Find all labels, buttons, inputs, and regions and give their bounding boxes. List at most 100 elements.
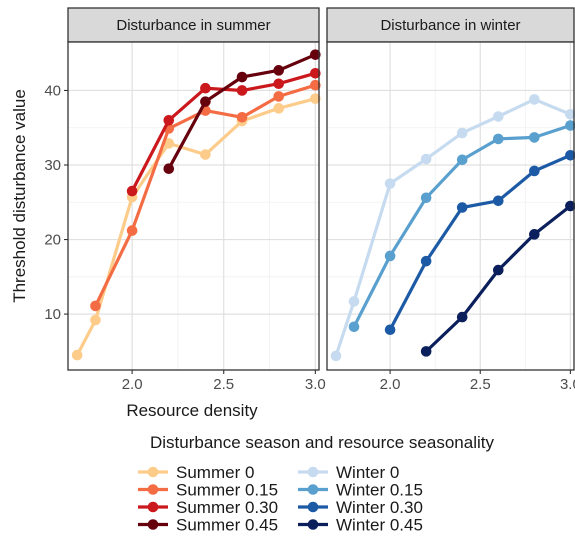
data-point bbox=[420, 346, 432, 357]
series-line bbox=[388, 153, 572, 331]
legend-key-point bbox=[147, 484, 159, 495]
panel-winter: Disturbance in winter 2.0 2.5 3.0 bbox=[326, 7, 575, 393]
legend-key-point bbox=[307, 519, 319, 530]
data-point bbox=[492, 133, 504, 145]
data-point bbox=[126, 185, 138, 197]
data-point bbox=[529, 132, 540, 143]
data-point bbox=[565, 109, 575, 120]
panel-title: Disturbance in summer bbox=[116, 17, 270, 34]
panel-title: Disturbance in winter bbox=[380, 17, 520, 34]
data-point bbox=[71, 349, 83, 361]
legend-item: Summer 0 bbox=[138, 463, 254, 482]
data-point bbox=[310, 49, 321, 60]
data-point bbox=[126, 225, 138, 236]
data-point bbox=[236, 71, 248, 83]
legend-item: Winter 0.15 bbox=[298, 481, 423, 500]
data-point bbox=[90, 314, 101, 326]
data-point bbox=[420, 192, 432, 204]
series-summer-0 bbox=[71, 93, 321, 361]
data-point bbox=[420, 153, 432, 165]
legend-item: Summer 0.30 bbox=[138, 498, 278, 517]
legend-key-point bbox=[147, 466, 159, 478]
data-point bbox=[90, 300, 101, 312]
x-tick-label: 3.0 bbox=[560, 376, 575, 393]
legend-item: Winter 0 bbox=[298, 463, 399, 482]
legend-label: Winter 0.45 bbox=[336, 516, 423, 535]
panel-border bbox=[326, 41, 575, 371]
data-point bbox=[330, 350, 342, 362]
legend-label: Winter 0.30 bbox=[336, 498, 423, 517]
legend: Disturbance season and resource seasonal… bbox=[138, 433, 494, 535]
y-axis-label: Threshold disturbance value bbox=[10, 89, 29, 303]
data-point bbox=[273, 65, 284, 76]
legend-title: Disturbance season and resource seasonal… bbox=[150, 433, 494, 452]
legend-label: Summer 0 bbox=[176, 463, 254, 482]
data-point bbox=[236, 111, 248, 123]
data-point bbox=[529, 229, 540, 240]
data-point bbox=[163, 114, 175, 126]
data-point bbox=[456, 311, 468, 323]
legend-key-point bbox=[307, 484, 319, 495]
data-point bbox=[492, 195, 504, 207]
data-point bbox=[420, 255, 432, 267]
panel-background bbox=[327, 42, 574, 370]
y-tick-label: 10 bbox=[44, 306, 61, 323]
data-point bbox=[565, 200, 575, 212]
data-point bbox=[200, 149, 211, 160]
legend-item: Winter 0.45 bbox=[298, 516, 423, 535]
x-tick-label: 2.5 bbox=[213, 376, 234, 393]
y-tick-label: 30 bbox=[44, 157, 61, 174]
series-winter-0-45 bbox=[420, 200, 575, 357]
legend-label: Summer 0.45 bbox=[176, 516, 278, 535]
legend-key-point bbox=[307, 501, 319, 513]
y-tick-label: 40 bbox=[44, 82, 61, 99]
series-summer-0-45 bbox=[163, 49, 321, 175]
panel-strip bbox=[326, 7, 575, 43]
x-tick-label: 2.5 bbox=[470, 376, 491, 393]
data-point bbox=[456, 202, 468, 213]
data-point bbox=[348, 321, 360, 333]
panel-summer: Disturbance in summer 2.0 2.5 3.0 10 20 30 40 bbox=[44, 7, 326, 393]
data-point bbox=[273, 78, 284, 90]
data-point bbox=[310, 93, 321, 104]
legend-key-point bbox=[307, 466, 319, 478]
data-point bbox=[273, 103, 284, 114]
series-line bbox=[334, 97, 572, 357]
series-winter-0 bbox=[330, 94, 575, 362]
data-point bbox=[529, 94, 540, 105]
data-point bbox=[236, 85, 248, 96]
x-axis-label: Resource density bbox=[126, 401, 258, 420]
data-point bbox=[384, 250, 396, 262]
panel-strip bbox=[67, 7, 320, 43]
series-line bbox=[75, 97, 316, 356]
data-point bbox=[163, 163, 175, 175]
panel-background bbox=[68, 42, 319, 370]
data-point bbox=[529, 165, 540, 177]
data-point bbox=[456, 154, 468, 166]
data-point bbox=[348, 296, 360, 307]
series-winter-0-30 bbox=[384, 150, 575, 336]
panel-border bbox=[67, 41, 320, 371]
x-tick-label: 2.0 bbox=[380, 376, 401, 393]
legend-key-point bbox=[147, 501, 159, 513]
legend-item: Summer 0.45 bbox=[138, 516, 278, 535]
data-point bbox=[492, 111, 504, 122]
legend-item: Winter 0.30 bbox=[298, 498, 423, 517]
legend-label: Summer 0.30 bbox=[176, 498, 278, 517]
data-point bbox=[456, 127, 468, 139]
data-point bbox=[384, 324, 396, 336]
legend-label: Winter 0.15 bbox=[336, 481, 423, 500]
data-point bbox=[273, 91, 284, 102]
legend-item: Summer 0.15 bbox=[138, 481, 278, 500]
data-point bbox=[384, 178, 396, 189]
legend-label: Winter 0 bbox=[336, 463, 399, 482]
x-tick-label: 3.0 bbox=[305, 376, 326, 393]
data-point bbox=[492, 264, 504, 276]
data-point bbox=[163, 138, 175, 149]
x-tick-label: 2.0 bbox=[122, 376, 143, 393]
legend-label: Summer 0.15 bbox=[176, 481, 278, 500]
legend-key-point bbox=[147, 519, 159, 530]
